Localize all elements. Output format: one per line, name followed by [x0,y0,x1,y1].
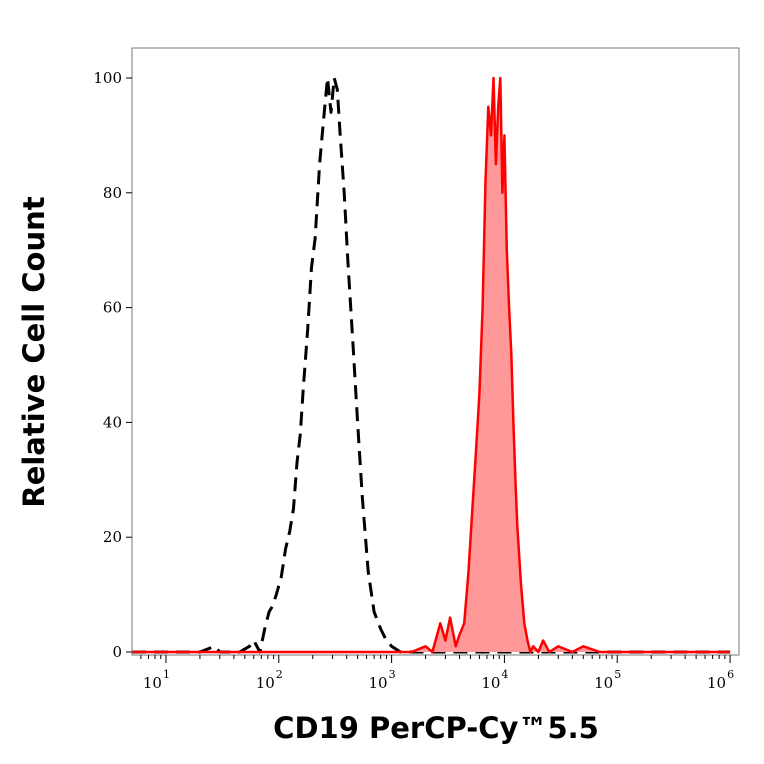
y-tick-label: 60 [103,299,122,317]
x-tick-base: 10 [594,674,613,692]
y-tick-label: 20 [103,528,122,546]
x-tick-10-3: 10 3 [369,655,396,692]
x-axis: 10 1 10 2 10 3 10 4 10 5 10 6 [140,655,734,692]
y-axis: 0 20 40 60 80 100 [93,69,132,661]
x-tick-exponent: 5 [614,668,621,681]
x-tick-base: 10 [369,674,388,692]
y-tick-label: 0 [112,643,122,661]
series-layer [132,76,731,654]
x-tick-exponent: 2 [276,668,283,681]
x-tick-exponent: 3 [389,668,396,681]
x-tick-base: 10 [707,674,726,692]
series-1-area [132,78,731,652]
y-tick-100: 100 [93,69,132,87]
x-tick-10-6: 10 6 [707,655,734,692]
x-tick-exponent: 1 [163,668,170,681]
x-tick-10-5: 10 5 [594,655,621,692]
y-tick-80: 80 [103,184,132,202]
x-tick-base: 10 [481,674,500,692]
x-tick-exponent: 4 [501,668,508,681]
x-tick-10-4: 10 4 [481,655,508,692]
x-tick-base: 10 [143,674,162,692]
y-tick-20: 20 [103,528,132,546]
series-0-line [132,76,731,654]
y-tick-40: 40 [103,413,132,431]
x-tick-10-2: 10 2 [256,655,283,692]
x-tick-exponent: 6 [727,668,734,681]
y-axis-title: Relative Cell Count [17,196,51,507]
y-tick-label: 100 [93,69,122,87]
plot-frame [131,47,740,656]
x-tick-10-1: 10 1 [143,655,170,692]
y-tick-60: 60 [103,299,132,317]
series-1-line [132,76,731,654]
y-tick-0: 0 [112,643,132,661]
x-axis-title: CD19 PerCP-Cy™5.5 [273,711,599,745]
y-tick-label: 80 [103,184,122,202]
y-tick-label: 40 [103,413,122,431]
x-tick-base: 10 [256,674,275,692]
